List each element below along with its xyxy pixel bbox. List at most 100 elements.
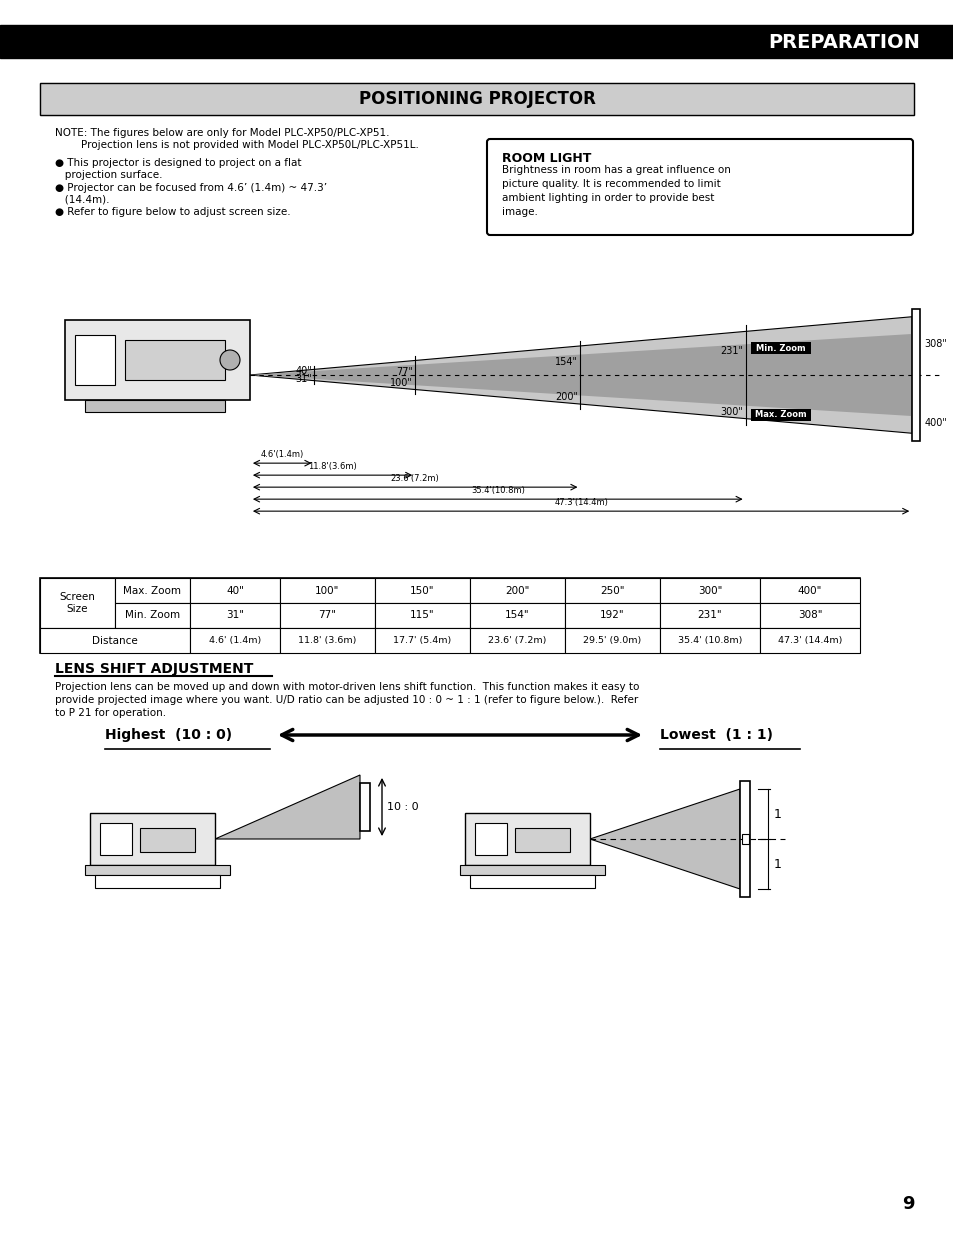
Text: 231": 231" (697, 610, 721, 620)
Text: 77": 77" (318, 610, 336, 620)
Bar (760, 578, 859, 603)
Text: 23.6' (7.2m): 23.6' (7.2m) (488, 636, 546, 645)
Bar (40, 578, 859, 653)
Bar (0, 25, 953, 56)
Bar (190, 629, 280, 653)
Text: 10 : 0: 10 : 0 (387, 802, 418, 811)
Bar (470, 578, 564, 603)
Bar (740, 781, 749, 897)
Text: 31": 31" (295, 374, 312, 384)
Text: 200": 200" (505, 585, 529, 595)
Bar (470, 876, 595, 888)
Text: Lowest  (1 : 1): Lowest (1 : 1) (659, 727, 772, 742)
Text: Max. Zoom: Max. Zoom (123, 585, 181, 595)
Bar (125, 340, 225, 380)
Text: 100": 100" (315, 585, 339, 595)
Bar (470, 603, 564, 629)
Bar (564, 578, 659, 603)
Text: ● Refer to figure below to adjust screen size.: ● Refer to figure below to adjust screen… (55, 207, 291, 217)
Bar (40, 83, 913, 115)
Bar (741, 834, 748, 844)
Text: 400": 400" (923, 419, 946, 429)
Bar (115, 578, 190, 603)
Bar (90, 813, 214, 864)
Text: 11.8'(3.6m): 11.8'(3.6m) (308, 462, 356, 472)
Bar (659, 603, 760, 629)
Polygon shape (589, 789, 740, 889)
Text: 1: 1 (773, 857, 781, 871)
Text: 200": 200" (555, 391, 578, 403)
Text: 35.4' (10.8m): 35.4' (10.8m) (677, 636, 741, 645)
Text: Min. Zoom: Min. Zoom (755, 343, 804, 353)
Bar (375, 578, 470, 603)
Text: NOTE: The figures below are only for Model PLC-XP50/PLC-XP51.: NOTE: The figures below are only for Mod… (55, 128, 389, 138)
Bar (760, 629, 859, 653)
Bar (375, 629, 470, 653)
Bar (359, 783, 370, 831)
Bar (515, 827, 569, 852)
Text: 9: 9 (902, 1195, 914, 1213)
Text: 35.4'(10.8m): 35.4'(10.8m) (471, 487, 524, 495)
Text: 4.6' (1.4m): 4.6' (1.4m) (209, 636, 261, 645)
Text: 31": 31" (226, 610, 244, 620)
Bar (564, 603, 659, 629)
Text: Screen
Size: Screen Size (59, 592, 95, 614)
Text: 300": 300" (720, 406, 742, 416)
Text: 77": 77" (395, 367, 413, 377)
Text: 47.3'(14.4m): 47.3'(14.4m) (554, 498, 607, 508)
Polygon shape (250, 316, 911, 433)
Text: 40": 40" (295, 366, 312, 375)
Text: to P 21 for operation.: to P 21 for operation. (55, 708, 166, 718)
Text: 400": 400" (797, 585, 821, 595)
Text: ● This projector is designed to project on a flat: ● This projector is designed to project … (55, 158, 301, 168)
Text: 29.5' (9.0m): 29.5' (9.0m) (583, 636, 641, 645)
Bar (459, 864, 604, 876)
Text: 192": 192" (599, 610, 624, 620)
Text: Highest  (10 : 0): Highest (10 : 0) (105, 727, 232, 742)
Text: 300": 300" (697, 585, 721, 595)
Bar (40, 578, 115, 629)
Text: POSITIONING PROJECTOR: POSITIONING PROJECTOR (358, 90, 595, 107)
Bar (470, 629, 564, 653)
Text: Max. Zoom: Max. Zoom (754, 410, 805, 419)
Bar (911, 309, 920, 441)
Text: 47.3' (14.4m): 47.3' (14.4m) (777, 636, 841, 645)
Bar (65, 320, 250, 400)
Bar (115, 603, 190, 629)
Circle shape (220, 350, 240, 370)
Text: 250": 250" (599, 585, 624, 595)
Text: projection surface.: projection surface. (55, 170, 162, 180)
Bar (75, 335, 115, 385)
Bar (760, 603, 859, 629)
Bar (464, 813, 589, 864)
Text: 1: 1 (773, 808, 781, 820)
Bar (750, 409, 810, 421)
Bar (140, 827, 194, 852)
Text: 231": 231" (720, 346, 742, 356)
Text: 154": 154" (505, 610, 529, 620)
Text: 154": 154" (555, 357, 578, 367)
Bar (280, 578, 375, 603)
Bar (95, 876, 220, 888)
Text: LENS SHIFT ADJUSTMENT: LENS SHIFT ADJUSTMENT (55, 662, 253, 676)
Bar (659, 629, 760, 653)
Bar (0, 56, 953, 58)
Text: ROOM LIGHT: ROOM LIGHT (501, 152, 591, 165)
Text: 308": 308" (797, 610, 821, 620)
Text: 150": 150" (410, 585, 435, 595)
Bar (659, 578, 760, 603)
Text: 23.6'(7.2m): 23.6'(7.2m) (391, 474, 439, 483)
Text: Distance: Distance (92, 636, 138, 646)
Bar (475, 823, 506, 855)
Text: PREPARATION: PREPARATION (767, 32, 919, 52)
Bar (40, 629, 190, 653)
Bar (280, 629, 375, 653)
Text: Projection lens is not provided with Model PLC-XP50L/PLC-XP51L.: Projection lens is not provided with Mod… (55, 140, 418, 149)
Polygon shape (214, 776, 359, 839)
Bar (375, 603, 470, 629)
Text: 4.6'(1.4m): 4.6'(1.4m) (260, 450, 303, 459)
Bar (85, 864, 230, 876)
Bar (190, 578, 280, 603)
Text: 11.8' (3.6m): 11.8' (3.6m) (298, 636, 356, 645)
Text: 308": 308" (923, 338, 946, 350)
